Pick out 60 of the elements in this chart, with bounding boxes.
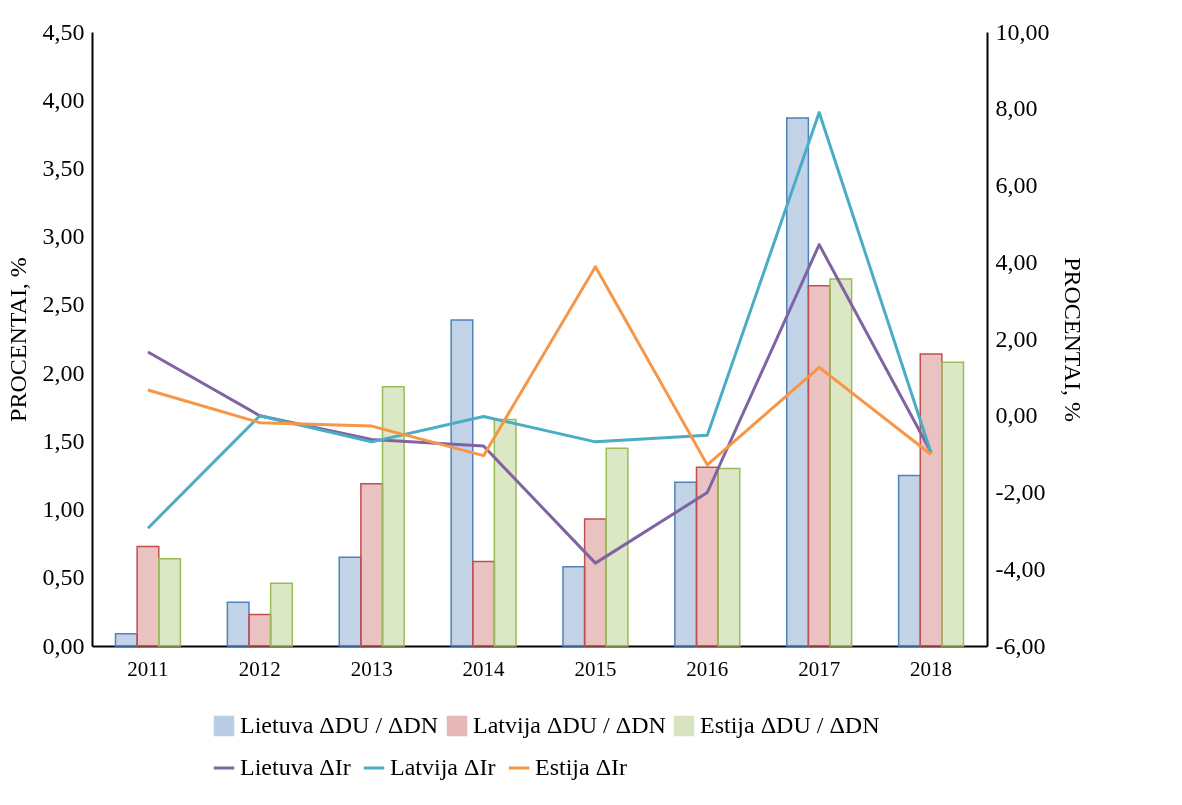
bar [381,386,405,647]
bar [717,467,741,647]
bar [807,285,831,647]
y-tick-label: 1,00 [42,496,85,523]
bar [897,474,921,647]
x-tick-label: 2012 [238,656,281,681]
x-tick-label: 2011 [127,656,169,681]
bar [829,278,853,647]
y-tick-label: 3,00 [42,223,85,250]
bar [785,117,810,647]
bar [605,447,629,647]
bar [226,601,250,647]
y-tick-label: 2,00 [42,359,85,386]
bar [136,545,160,647]
legend-label: Estija ΔIr [535,754,628,780]
y2-tick-label: 2,00 [995,325,1038,352]
x-tick-label: 2017 [798,656,841,681]
bar [114,632,138,647]
legend-label: Lietuva ΔIr [240,754,351,780]
y2-tick-label: 4,00 [995,248,1038,275]
bar [338,556,362,647]
y-tick-label: 4,00 [42,86,85,113]
y2-tick-label: 0,00 [995,402,1038,429]
y2-tick-label: -4,00 [995,555,1046,582]
bar [269,582,294,647]
x-tick-label: 2015 [574,656,617,681]
line-series [146,111,933,530]
legend-label: Estija ΔDU / ΔDN [700,712,880,738]
bar [674,481,698,647]
y-tick-label: 2,50 [42,291,85,318]
bar [941,361,965,647]
y2-tick-label: -2,00 [995,479,1046,505]
y-tick-label: 1,50 [42,427,85,454]
y2-tick-label: -6,00 [995,632,1046,659]
bar [493,418,517,647]
y2-axis-title: PROCENTAI, % [1059,257,1086,422]
bar [472,560,496,647]
bar [360,482,384,647]
x-tick-label: 2013 [350,656,393,681]
y-tick-label: 0,50 [42,564,85,591]
y-axis-title: PROCENTAI, % [4,257,31,422]
bar [248,613,272,647]
bar [562,566,586,647]
x-tick-label: 2016 [686,656,729,681]
x-tick-label: 2014 [462,656,506,681]
y-tick-label: 3,50 [42,154,85,181]
bar [919,353,943,647]
bar [450,319,474,647]
x-tick-label: 2018 [910,656,953,681]
y2-tick-label: 6,00 [995,172,1038,198]
legend-label: Latvija ΔDU / ΔDN [473,712,666,738]
legend-label: Lietuva ΔDU / ΔDN [240,712,439,738]
y2-tick-label: 8,00 [995,95,1038,122]
y2-tick-label: 10,00 [995,18,1050,45]
bar [583,518,607,647]
y-tick-label: 4,50 [42,18,85,45]
line-series [146,265,933,467]
bar [158,557,182,647]
legend-label: Latvija ΔIr [390,754,496,780]
y-tick-label: 0,00 [42,632,85,659]
